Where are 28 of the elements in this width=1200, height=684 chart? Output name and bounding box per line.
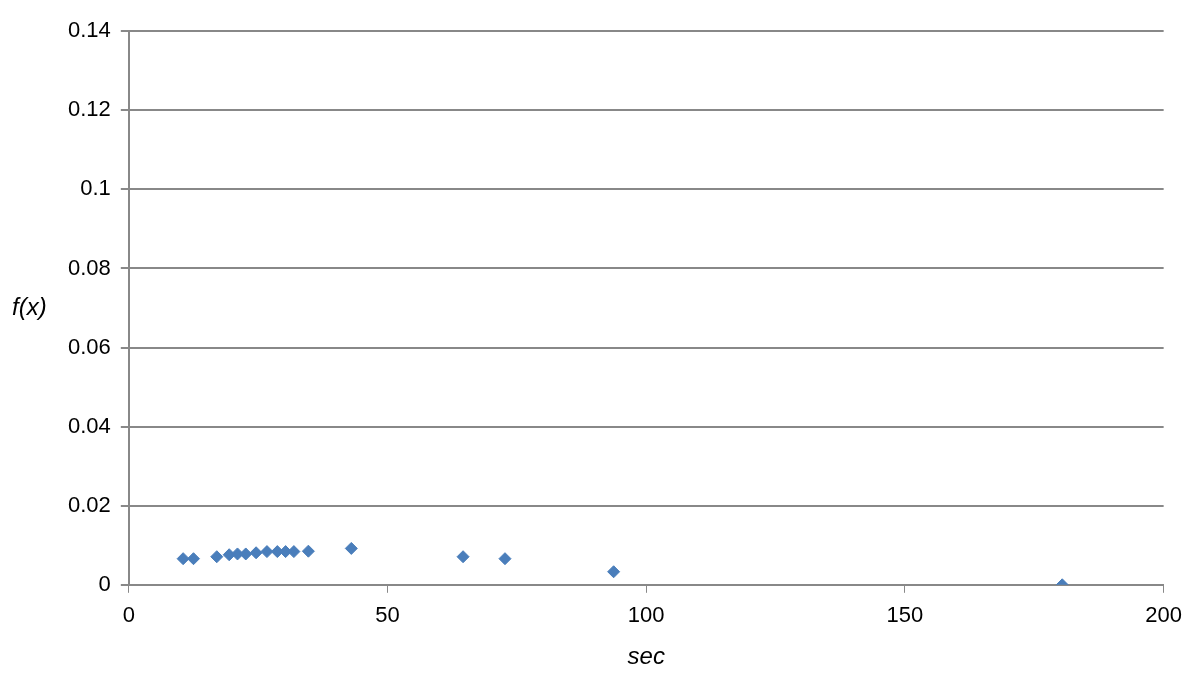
x-tick-label: 100 (627, 602, 665, 628)
point (187, 552, 200, 566)
point (249, 546, 263, 560)
point (607, 565, 621, 579)
point (287, 545, 301, 559)
point (301, 544, 315, 558)
y-axis-title: f(x) (12, 292, 47, 320)
y-tick-label: 0.12 (67, 96, 111, 122)
y-tick-label: 0.06 (67, 333, 111, 359)
point (239, 547, 253, 561)
point (210, 550, 224, 564)
x-axis-title: sec (627, 642, 665, 670)
y-tick-label: 0.14 (67, 17, 111, 43)
y-tick-label: 0 (98, 570, 111, 596)
y-tick-label: 0.1 (80, 175, 111, 201)
x-tick-label: 0 (122, 602, 135, 628)
x-tick-label: 150 (886, 602, 924, 628)
x-tick-label: 50 (375, 602, 400, 628)
y-tick-label: 0.08 (67, 254, 111, 280)
point (344, 541, 358, 555)
y-tick-label: 0.02 (67, 491, 111, 517)
point (176, 552, 190, 566)
point (270, 545, 284, 559)
point (498, 552, 512, 566)
y-tick-label: 0.04 (67, 412, 111, 438)
point (260, 545, 274, 559)
point (456, 550, 470, 564)
x-tick-label: 200 (1145, 602, 1183, 628)
